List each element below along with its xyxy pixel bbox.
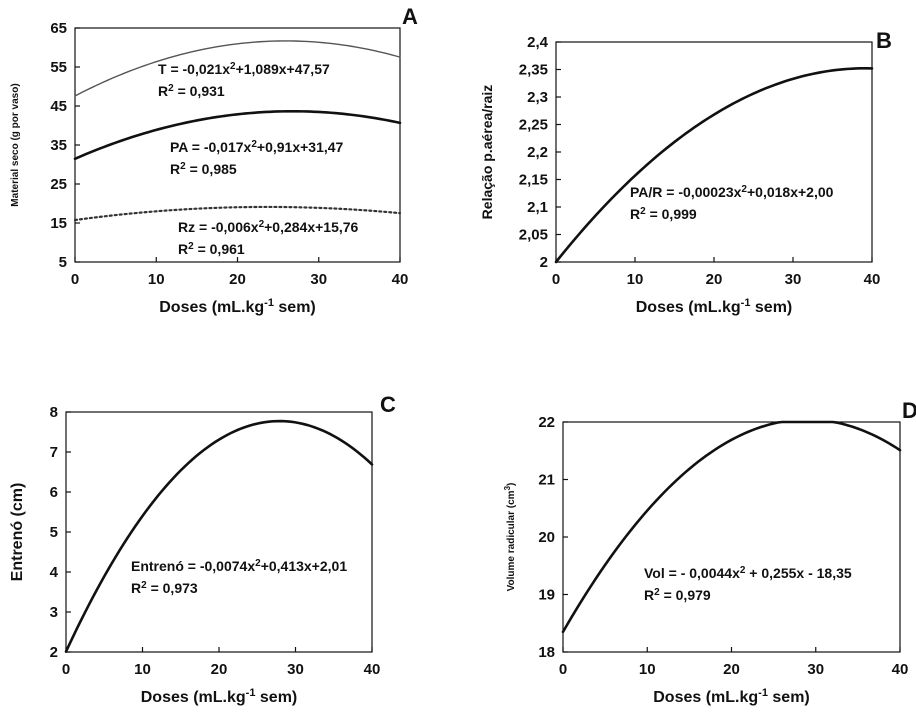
panel-a-series-1-equation: PA = -0,017x2+0,91x+31,47 [170,139,344,155]
panel-a-series-0-line [74,40,401,97]
panel-b-y-tick-label: 2,4 [527,34,549,51]
panel-b-y-tick-label: 2,15 [519,172,548,189]
panel-d-x-tick-label: 10 [639,661,656,678]
panel-a-series-1-r2: R2 = 0,985 [170,161,237,177]
panel-a-y-tick-label: 15 [50,215,67,232]
panel-c-y-tick-label: 8 [50,404,58,421]
panel-a-series-0-r2: R2 = 0,931 [158,83,225,99]
panel-c-x-tick-label: 20 [211,661,228,678]
panel-a-chart: 0 10 20 30 40 5 15 25 35 45 55 65 Doses (mL.kg-1 sem… [10,4,418,316]
panel-a-y-tick-label: 35 [50,137,67,154]
panel-b-y-tick-label: 2,3 [527,89,548,106]
panel-c-series-0-r2: R2 = 0,973 [131,580,198,596]
panel-b-frame [555,41,873,263]
panel-c-series-0-line [64,419,374,653]
panel-c-x-axis-label: Doses (mL.kg-1 sem) [141,687,298,706]
panel-a-letter: A [402,4,418,29]
panel-a-series-2-equation: Rz = -0,006x2+0,284x+15,76 [178,219,359,235]
panel-c-y-tick-label: 7 [50,444,58,461]
panel-c-y-tick-label: 4 [50,564,59,581]
panel-a-series-2-line [73,205,402,222]
panel-b-x-tick-label: 10 [627,271,644,288]
panel-d-series-0-line [561,420,902,634]
panel-a-y-tick-label: 65 [50,20,67,37]
panel-a-x-tick-label: 10 [148,271,165,288]
panel-b-y-tick-label: 2,35 [519,62,548,79]
panel-a-y-axis-label: Material seco (g por vaso) [10,83,21,206]
panel-b-x-axis-label: Doses (mL.kg-1 sem) [636,297,793,316]
panel-d-y-tick-label: 18 [538,644,555,661]
panel-a-series-0-equation: T = -0,021x2+1,089x+47,57 [158,61,330,77]
panel-c-x-tick-label: 30 [287,661,304,678]
panel-c-x-tick-label: 10 [134,661,151,678]
panel-b-y-tick-label: 2,25 [519,117,548,134]
panel-d-y-axis-label: Volume radicular (cm3) [503,483,517,592]
panel-d-frame [562,421,901,653]
panel-c-chart: 0 10 20 30 40 2 3 4 5 6 7 8 Doses (mL.kg-1 sem) Entre… [9,392,396,706]
panel-d-y-tick-label: 19 [538,587,555,604]
panel-d-series-0-equation: Vol = - 0,0044x2 + 0,255x - 18,35 [644,565,852,581]
panel-a-x-tick-label: 20 [229,271,246,288]
panel-a-series-2-r2: R2 = 0,961 [178,241,245,257]
panel-b-x-tick-label: 30 [785,271,802,288]
panel-d-y-tick-label: 21 [538,472,555,489]
panel-c-x-tick-label: 40 [364,661,381,678]
panel-a-x-tick-label: 30 [310,271,327,288]
panel-c-y-axis-label: Entrenó (cm) [9,483,26,582]
panel-b-series-0-equation: PA/R = -0,00023x2+0,018x+2,00 [630,184,834,200]
panel-b-series-0-r2: R2 = 0,999 [630,206,697,222]
panel-a-y-tick-label: 45 [50,98,67,115]
panel-c-y-tick-label: 2 [50,644,58,661]
panel-c-x-tick-label: 0 [62,661,70,678]
panel-b-letter: B [876,28,892,53]
panel-c-y-tick-label: 6 [50,484,58,501]
panel-c-y-tick-label: 5 [50,524,58,541]
panel-d-series-0-r2: R2 = 0,979 [644,587,711,603]
panel-a-y-tick-label: 5 [59,254,67,271]
panel-b-x-tick-label: 0 [552,271,560,288]
panel-d-x-axis-label: Doses (mL.kg-1 sem) [653,687,810,706]
panel-d-x-tick-label: 40 [892,661,909,678]
panel-a-y-tick-label: 55 [50,59,67,76]
panel-b-x-tick-label: 20 [706,271,723,288]
panel-c-letter: C [380,392,396,417]
panel-b-x-tick-label: 40 [864,271,881,288]
panel-a-series-1-line [73,109,402,161]
panel-c-y-tick-label: 3 [50,604,58,621]
panel-b-chart: 0 10 20 30 40 2 2,05 2,1 2,15 2,2 2,25 2,3 2,35 2,4 Do… [479,28,892,316]
panel-b-y-tick-label: 2,2 [527,144,548,161]
panel-d-letter: D [902,398,916,423]
panel-a-x-tick-label: 0 [71,271,79,288]
panel-b-y-tick-label: 2 [540,254,548,271]
panel-b-y-tick-label: 2,1 [527,199,548,216]
panel-a-x-tick-label: 40 [392,271,409,288]
panel-c-series-0-equation: Entrenó = -0,0074x2+0,413x+2,01 [131,558,347,574]
panel-a-x-axis-label: Doses (mL.kg-1 sem) [159,297,316,316]
panel-d-chart: 0 10 20 30 40 18 19 20 21 22 Doses (mL.kg-1 sem) Vo… [503,398,916,706]
panel-b-series-0-line [554,67,874,264]
panel-a-y-tick-label: 25 [50,176,67,193]
panel-d-y-tick-label: 22 [538,414,555,431]
panel-d-x-tick-label: 20 [723,661,740,678]
panel-c-frame [65,411,373,653]
panel-d-x-tick-label: 0 [559,661,567,678]
panel-d-x-tick-label: 30 [807,661,824,678]
panel-b-y-tick-label: 2,05 [519,227,548,244]
panel-b-y-axis-label: Relação p.aérea/raiz [479,85,495,220]
panel-d-y-tick-label: 20 [538,529,555,546]
